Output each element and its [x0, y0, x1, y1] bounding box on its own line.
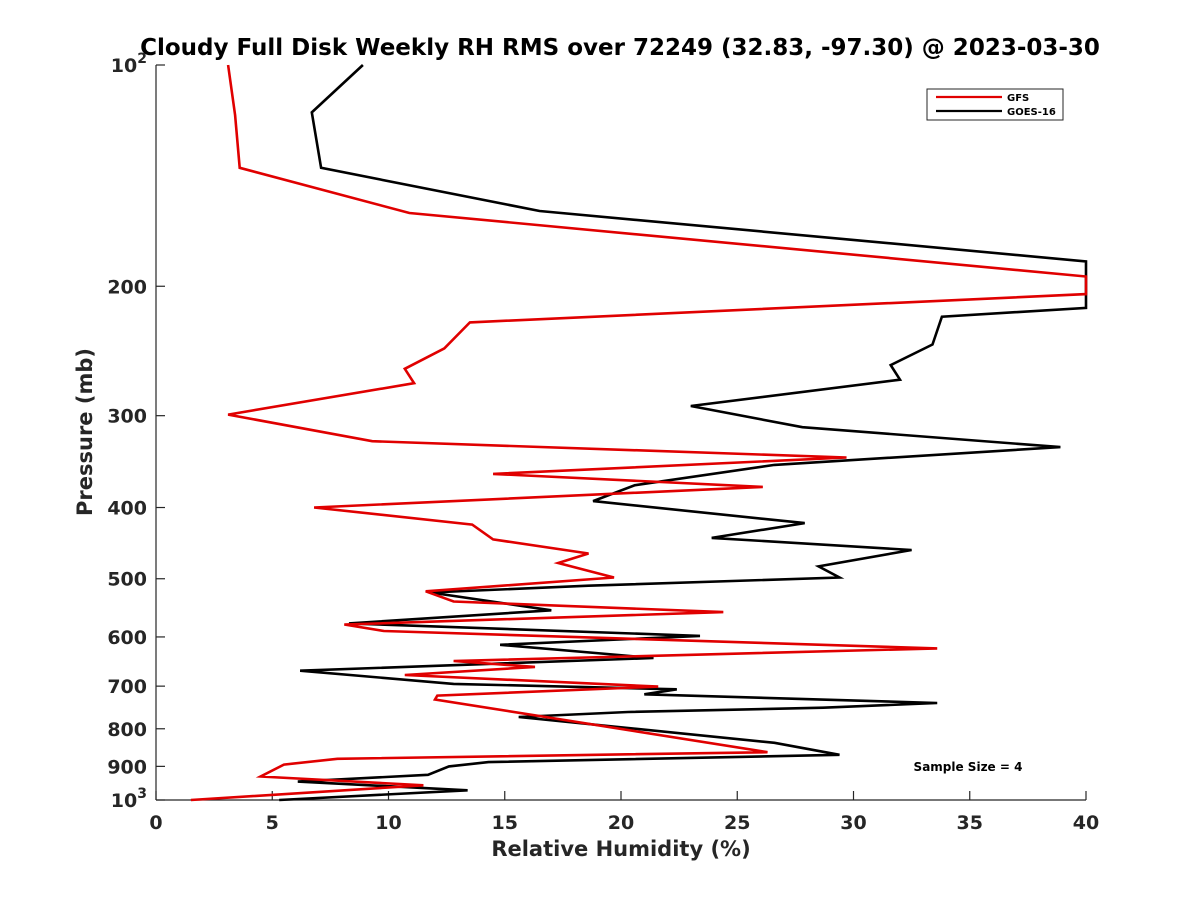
series-line-gfs — [190, 64, 1088, 802]
y-axis-label: Pressure (mb) — [73, 348, 97, 516]
chart-title: Cloudy Full Disk Weekly RH RMS over 7224… — [140, 35, 1100, 61]
y-tick-label: 300 — [107, 406, 147, 428]
y-tick-label: 400 — [107, 498, 147, 520]
plot-area — [155, 65, 1086, 801]
legend-label-gfs: GFS — [1007, 93, 1029, 104]
x-axis-label: Relative Humidity (%) — [491, 837, 750, 861]
y-axis-ticks: 102 200 300 400 500 600 700 800 900 103 — [107, 51, 165, 812]
legend: GFS GOES-16 — [926, 88, 1064, 121]
sample-size-annotation: Sample Size = 4 — [914, 760, 1023, 774]
legend-label-goes-16: GOES-16 — [1007, 107, 1056, 118]
y-tick-label: 800 — [107, 719, 147, 741]
x-tick-label: 35 — [957, 812, 983, 834]
y-tick-label: 102 — [111, 51, 147, 77]
legend-box — [926, 88, 1064, 121]
y-tick-label: 103 — [111, 786, 147, 812]
y-tick-label: 500 — [107, 569, 147, 591]
x-axis-ticks: 0 5 10 15 20 25 30 35 40 — [149, 791, 1099, 834]
x-tick-label: 20 — [608, 812, 634, 834]
series-layer — [190, 64, 1088, 802]
x-tick-label: 40 — [1073, 812, 1099, 834]
y-tick-label: 900 — [107, 756, 147, 778]
x-tick-label: 10 — [375, 812, 401, 834]
x-tick-label: 30 — [840, 812, 866, 834]
y-tick-label: 600 — [107, 627, 147, 649]
x-tick-label: 5 — [266, 812, 279, 834]
x-tick-label: 15 — [492, 812, 518, 834]
x-tick-label: 25 — [724, 812, 750, 834]
series-line-goes-16 — [279, 64, 1088, 802]
y-tick-label: 200 — [107, 276, 147, 298]
x-tick-label: 0 — [149, 812, 162, 834]
y-tick-label: 700 — [107, 676, 147, 698]
